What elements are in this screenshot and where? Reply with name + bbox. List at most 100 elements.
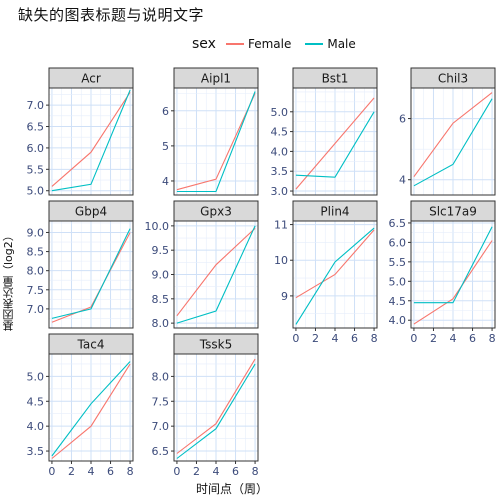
legend-label-female: Female (247, 37, 292, 51)
y-tick-label: 6 (399, 113, 406, 126)
y-tick-label: 8.0 (152, 317, 170, 330)
y-tick-label: 5.0 (389, 275, 407, 288)
y-tick-label: 6.5 (389, 217, 407, 230)
x-tick-label: 4 (332, 332, 339, 345)
y-tick-label: 4.5 (27, 395, 45, 408)
y-tick-label: 4.5 (271, 126, 289, 139)
legend-key-female (225, 43, 244, 45)
panel-border (292, 220, 378, 329)
panel-border (292, 87, 378, 196)
x-tick-label: 4 (88, 465, 95, 478)
x-tick-label: 0 (48, 465, 55, 478)
x-tick-label: 8 (127, 465, 134, 478)
x-tick-label: 8 (252, 465, 259, 478)
y-tick-label: 5 (162, 140, 169, 153)
facet-panel-slc17a9: Slc17a9 4.0 4.5 5.0 5.5 6.0 6.5 0 2 4 6 8 (389, 200, 496, 345)
facet-strip-label: Slc17a9 (429, 205, 477, 219)
panel-border (173, 87, 259, 196)
y-tick-label: 5.5 (389, 256, 407, 269)
y-tick-label: 6 (162, 105, 169, 118)
y-tick-label: 3.5 (27, 445, 45, 458)
panel-border (410, 220, 496, 329)
y-tick-label: 4.0 (271, 145, 289, 158)
x-tick-label: 4 (213, 465, 220, 478)
x-tick-label: 0 (410, 332, 417, 345)
series-line-female (176, 227, 256, 317)
x-tick-label: 0 (173, 465, 180, 478)
y-tick-label: 6.0 (389, 236, 407, 249)
y-tick-label: 9 (281, 290, 288, 303)
facet-panel-tac4: Tac4 3.5 4.0 4.5 5.0 0 2 4 6 8 (27, 333, 134, 478)
facet-panel-plin4: Plin4 9 10 11 0 2 4 6 8 (274, 200, 378, 345)
panel-border (173, 353, 259, 462)
y-tick-label: 8.5 (152, 293, 170, 306)
x-tick-label: 0 (292, 332, 299, 345)
series-line-male (51, 89, 131, 192)
y-tick-label: 4.5 (389, 295, 407, 308)
panel-border (173, 220, 259, 329)
series-line-male (51, 228, 131, 319)
legend-title: sex (192, 36, 216, 52)
facet-strip-label: Gpx3 (200, 205, 232, 219)
series-line-male (51, 361, 131, 457)
y-tick-label: 4.0 (389, 314, 407, 327)
panel-border (48, 220, 134, 329)
y-tick-label: 10.0 (145, 220, 170, 233)
x-tick-label: 8 (371, 332, 378, 345)
x-tick-label: 6 (107, 465, 114, 478)
x-tick-label: 8 (489, 332, 496, 345)
y-tick-label: 10 (274, 254, 288, 267)
series-line-female (295, 229, 375, 299)
facet-strip-label: Tac4 (77, 338, 105, 352)
x-tick-label: 2 (312, 332, 319, 345)
y-tick-label: 7.0 (152, 420, 170, 433)
series-line-female (413, 240, 493, 325)
x-tick-label: 6 (351, 332, 358, 345)
y-tick-label: 7.5 (27, 284, 45, 297)
facet-strip-label: Gbp4 (75, 205, 107, 219)
y-tick-label: 9.5 (152, 244, 170, 257)
y-tick-label: 4 (162, 175, 169, 188)
series-line-male (176, 363, 256, 459)
series-line-male (176, 91, 256, 193)
legend-key-male (305, 43, 324, 45)
x-tick-label: 2 (68, 465, 75, 478)
facet-strip-label: Chil3 (438, 72, 468, 86)
y-tick-label: 3.5 (271, 165, 289, 178)
facet-panel-gpx3: Gpx3 8.0 8.5 9.0 9.5 10.0 (145, 200, 259, 330)
legend: sex Female Male (192, 34, 368, 54)
y-tick-label: 8.5 (27, 246, 45, 259)
facet-panel-aipl1: Aipl1 4 5 6 (162, 67, 259, 196)
series-line-female (51, 91, 131, 187)
x-axis-title: 时间点（周） (196, 482, 269, 496)
chart-title: 缺失的图表标题与说明文字 (18, 6, 205, 24)
y-tick-label: 3.0 (271, 185, 289, 198)
facet-strip-label: Tssk5 (199, 338, 232, 352)
facet-panel-tssk5: Tssk5 6.5 7.0 7.5 8.0 0 2 4 6 8 (152, 333, 259, 478)
series-line-female (51, 363, 131, 459)
facet-panel-chil3: Chil3 4 6 (399, 67, 496, 196)
panel-border (48, 353, 134, 462)
panel-border (410, 87, 496, 196)
y-tick-label: 5.0 (27, 370, 45, 383)
y-tick-label: 5.5 (27, 163, 45, 176)
y-tick-label: 7.5 (152, 395, 170, 408)
y-tick-label: 6.0 (27, 142, 45, 155)
facet-strip-label: Aipl1 (201, 72, 231, 86)
y-tick-label: 7.0 (27, 303, 45, 316)
series-line-female (51, 232, 131, 323)
series-line-male (295, 227, 375, 325)
facet-strip-label: Plin4 (320, 205, 349, 219)
series-line-female (176, 358, 256, 454)
x-tick-label: 6 (232, 465, 239, 478)
y-tick-label: 8.0 (27, 265, 45, 278)
series-line-female (176, 93, 256, 191)
y-tick-label: 4.0 (27, 420, 45, 433)
panel-border (48, 87, 134, 196)
facet-panel-gbp4: Gbp4 7.0 7.5 8.0 8.5 9.0 (27, 200, 134, 329)
x-tick-label: 6 (469, 332, 476, 345)
facet-strip-label: Acr (81, 72, 101, 86)
y-tick-label: 7.0 (27, 99, 45, 112)
series-line-male (413, 226, 493, 304)
